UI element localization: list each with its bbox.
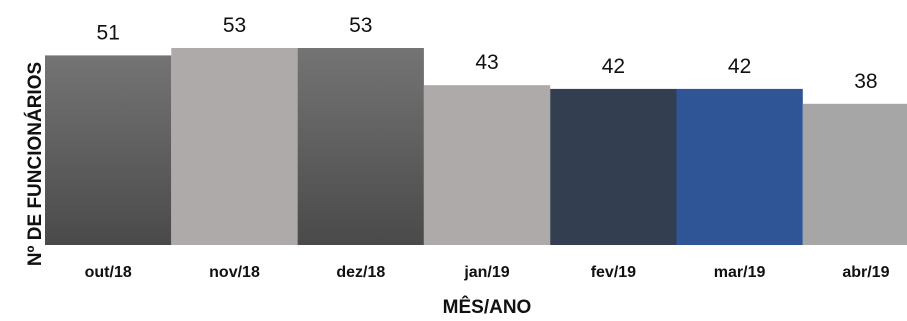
x-tick-label-dez-18: dez/18 <box>336 264 385 281</box>
data-label-fev-19: 42 <box>602 55 625 78</box>
bar-fev-19 <box>550 88 677 246</box>
x-tick-labels-group: out/18 nov/18 dez/18 jan/19 fev/19 mar/19 abr/… <box>85 264 890 281</box>
bar-dez-18 <box>297 48 424 245</box>
bar-jan-19 <box>423 85 551 245</box>
data-label-abr-19: 38 <box>854 70 877 93</box>
data-label-dez-18: 53 <box>349 14 372 37</box>
bar-mar-19 <box>676 88 803 246</box>
data-label-jan-19: 43 <box>475 51 498 74</box>
bar-abr-19 <box>802 103 907 245</box>
x-axis-title: MÊS/ANO <box>443 296 532 318</box>
x-tick-label-nov-18: nov/18 <box>209 264 260 281</box>
x-tick-label-abr-19: abr/19 <box>842 264 889 281</box>
data-labels-group: 51 53 53 43 42 42 38 <box>97 14 878 93</box>
bar-out-18 <box>45 55 172 246</box>
y-axis-title: Nº DE FUNCIONÁRIOS <box>24 62 46 266</box>
x-tick-label-mar-19: mar/19 <box>714 264 766 281</box>
data-label-out-18: 51 <box>97 21 120 44</box>
x-tick-label-jan-19: jan/19 <box>463 264 509 281</box>
bars-group <box>45 48 907 246</box>
x-tick-label-fev-19: fev/19 <box>591 264 636 281</box>
data-label-mar-19: 42 <box>728 55 751 78</box>
data-label-nov-18: 53 <box>223 14 246 37</box>
bar-nov-18 <box>171 48 298 245</box>
x-tick-label-out-18: out/18 <box>85 264 132 281</box>
